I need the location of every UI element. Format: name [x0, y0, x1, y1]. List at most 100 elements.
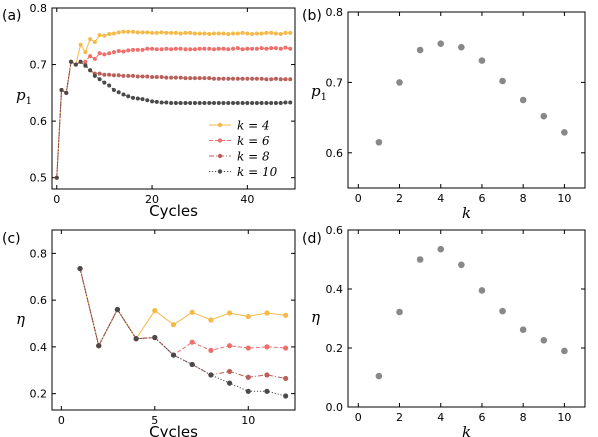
legend-marker [217, 153, 223, 159]
data-point [254, 101, 259, 106]
series-0 [77, 265, 289, 349]
data-point [154, 47, 159, 52]
data-point [264, 77, 269, 82]
series-3 [54, 59, 293, 180]
data-point [135, 30, 140, 35]
data-point [192, 76, 197, 81]
data-point [499, 77, 506, 85]
data-point [208, 347, 214, 353]
y-tick-label: 0.4 [326, 283, 344, 296]
data-point [197, 46, 202, 51]
data-point [212, 76, 216, 81]
data-point [135, 74, 140, 79]
data-point [107, 72, 112, 77]
data-point [269, 101, 274, 106]
data-point [150, 99, 155, 104]
data-point [92, 56, 97, 61]
data-point [116, 90, 121, 95]
data-point [212, 31, 216, 36]
data-point [254, 46, 259, 51]
data-point [259, 46, 264, 51]
y-tick-label: 0.7 [30, 59, 48, 72]
data-point [396, 79, 403, 86]
series-line [79, 268, 286, 348]
data-point [164, 100, 169, 105]
data-point [396, 308, 403, 316]
data-point [221, 76, 226, 81]
x-tick-label: 0 [355, 192, 362, 205]
axes-frame [51, 229, 296, 411]
y-axis-label: p1 [311, 82, 327, 103]
data-point [208, 317, 214, 323]
data-point [202, 31, 207, 36]
data-point [283, 77, 288, 82]
data-point [226, 76, 231, 81]
data-point [235, 31, 240, 36]
data-point [226, 380, 233, 386]
y-axis-label: η [311, 308, 320, 326]
data-point [154, 30, 159, 35]
data-point [273, 76, 278, 81]
x-tick-label: 0 [53, 193, 60, 206]
y-tick-label: 0.6 [326, 224, 344, 237]
data-point [540, 337, 548, 344]
data-point [458, 43, 465, 51]
data-point [231, 101, 236, 106]
data-point [197, 101, 202, 106]
y-tick-label: 0.6 [30, 294, 48, 307]
data-point [245, 76, 250, 81]
data-point [116, 30, 121, 35]
series-1 [54, 45, 293, 180]
data-point [240, 76, 245, 81]
y-tick-label: 0.4 [30, 341, 48, 354]
panel-label: (d) [302, 231, 322, 247]
x-tick-label: 0 [355, 411, 362, 424]
data-point [189, 309, 195, 315]
data-point [107, 32, 112, 37]
data-point [416, 256, 424, 263]
x-tick-label: 10 [557, 411, 571, 424]
y-axis-label: η [16, 310, 25, 328]
data-point [102, 80, 107, 85]
x-tick-label: 4 [437, 192, 444, 205]
data-point [97, 71, 102, 76]
data-point [152, 334, 158, 341]
data-point [102, 33, 107, 38]
data-point [140, 30, 145, 35]
data-point [264, 388, 270, 394]
data-point [111, 88, 116, 93]
panel-label: (a) [2, 8, 22, 24]
data-point [59, 88, 64, 93]
data-point [164, 75, 169, 80]
data-point [226, 32, 231, 37]
legend-marker [217, 169, 223, 174]
data-point [92, 39, 97, 44]
x-tick-label: 8 [520, 192, 527, 205]
data-point [561, 347, 568, 355]
data-point [111, 50, 116, 55]
data-point [478, 57, 486, 64]
data-point [278, 101, 283, 106]
y-tick-label: 0.6 [326, 147, 344, 160]
data-point [192, 31, 197, 36]
data-point [88, 54, 93, 59]
legend-label: k = 6 [237, 134, 270, 148]
data-point [278, 46, 283, 51]
panel-label: (b) [302, 8, 322, 24]
data-point [273, 101, 278, 106]
data-point [221, 46, 226, 51]
data-point [288, 100, 293, 105]
data-point [278, 32, 283, 37]
axes-frame [51, 7, 296, 190]
data-point [226, 343, 233, 349]
data-point [126, 94, 131, 99]
data-point [283, 100, 288, 105]
data-point [269, 46, 274, 51]
data-point [250, 46, 255, 51]
y-axis-label: p1 [16, 86, 32, 107]
data-point [278, 77, 283, 82]
data-point [235, 46, 240, 51]
data-point [283, 375, 289, 382]
data-point [250, 101, 255, 106]
